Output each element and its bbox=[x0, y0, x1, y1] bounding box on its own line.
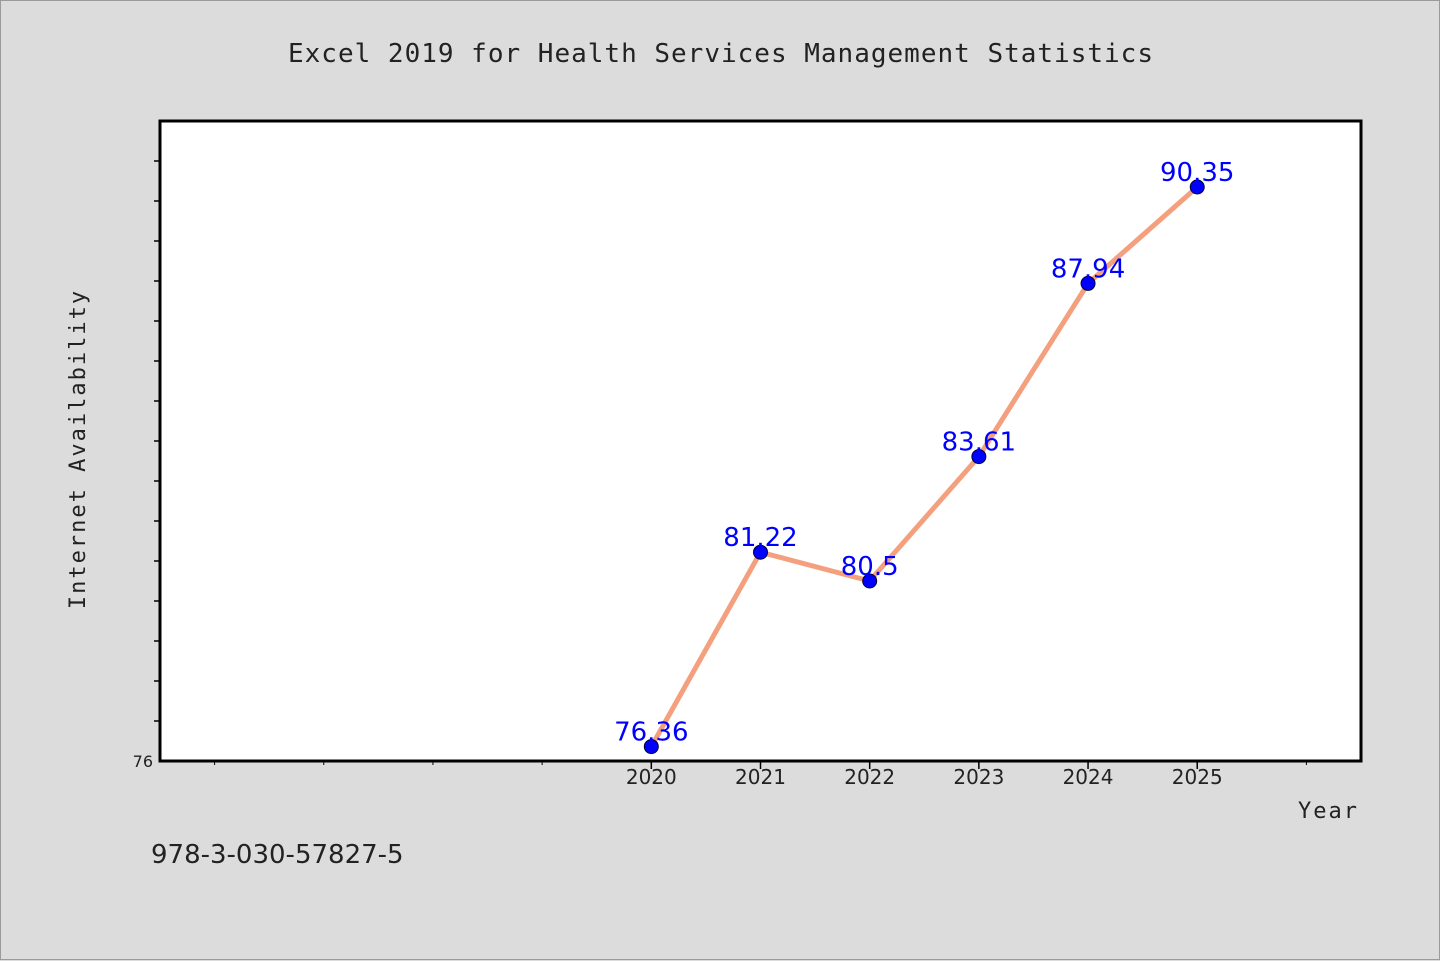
data-label: 80.5 bbox=[841, 552, 899, 582]
data-point bbox=[862, 573, 878, 589]
series-line bbox=[648, 184, 1200, 750]
data-points bbox=[643, 179, 1205, 755]
series-line-layer bbox=[648, 184, 1200, 750]
x-tick-label: 2021 bbox=[735, 765, 786, 789]
y-tick-label-min: 76 bbox=[133, 752, 153, 771]
data-label: 90.35 bbox=[1160, 158, 1234, 188]
x-tick-label: 2023 bbox=[953, 765, 1004, 789]
data-labels: 76.36 81.22 80.5 83.61 87.94 90.35 bbox=[614, 158, 1234, 748]
isbn-footer: 978-3-030-57827-5 bbox=[151, 840, 404, 870]
chart-title: Excel 2019 for Health Services Managemen… bbox=[288, 39, 1154, 69]
data-point bbox=[753, 544, 768, 560]
data-label: 76.36 bbox=[614, 718, 688, 748]
data-point bbox=[1080, 275, 1096, 291]
x-axis-label: Year bbox=[1298, 799, 1359, 824]
data-point bbox=[971, 449, 987, 465]
data-point bbox=[643, 739, 659, 755]
y-ticks bbox=[154, 160, 160, 722]
x-tick-label: 2024 bbox=[1063, 765, 1114, 789]
data-point bbox=[1189, 179, 1205, 195]
x-tick-label: 2020 bbox=[626, 765, 677, 789]
data-label: 87.94 bbox=[1051, 254, 1125, 284]
plot-area bbox=[158, 119, 1363, 763]
x-tick-label: 2022 bbox=[844, 765, 895, 789]
x-tick-label: 2025 bbox=[1172, 765, 1223, 789]
y-axis-label: Internet Availability bbox=[66, 289, 91, 609]
data-label: 83.61 bbox=[942, 428, 1016, 458]
data-label: 81.22 bbox=[723, 523, 797, 553]
x-ticks: 2020 2021 2022 2023 2024 2025 bbox=[626, 761, 1223, 789]
